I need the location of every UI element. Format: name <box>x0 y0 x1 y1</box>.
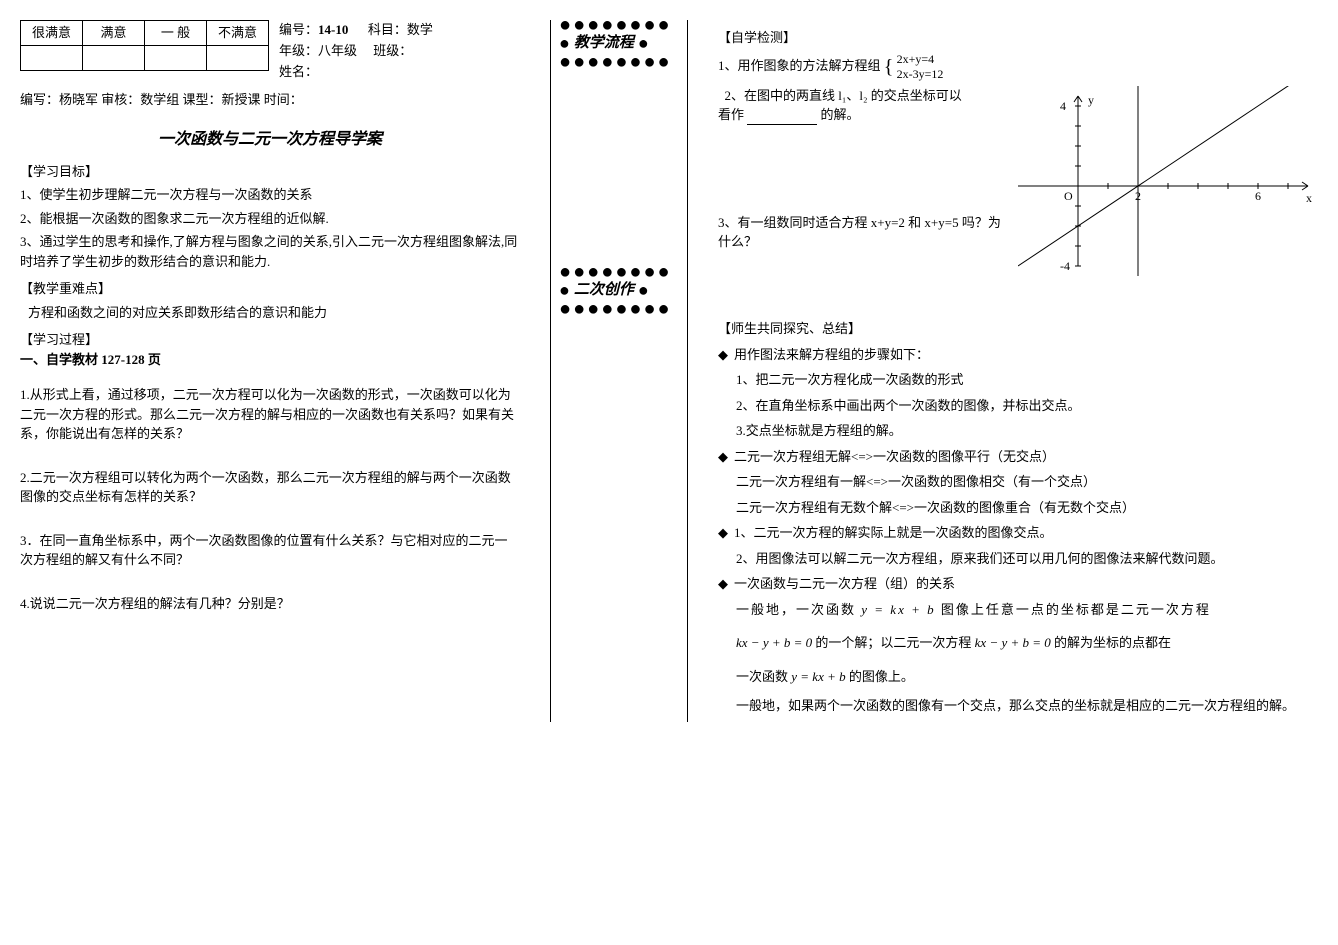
coordinate-chart: 264-4Oyx <box>1018 86 1318 282</box>
step-item: 1、把二元一次方程化成一次函数的形式 <box>718 370 1318 390</box>
check-item-1: 1、用作图象的方法解方程组 { 2x+y=4 2x-3y=12 <box>718 52 1318 82</box>
svg-text:6: 6 <box>1255 189 1261 203</box>
label: 编号： <box>279 22 318 37</box>
text: 1、用作图象的方法解方程组 <box>718 57 881 72</box>
relation-item: 二元一次方程组有无数个解<=>一次函数的图像重合（有无数个交点） <box>718 498 1318 518</box>
equation: y = kx + b <box>861 602 935 617</box>
equation: 2x+y=4 <box>897 52 935 66</box>
subsection-head: 一、自学教材 127-128 页 <box>20 350 520 370</box>
section-head: 自学检测 <box>718 30 796 45</box>
text: 图像上任意一点的坐标都是二元一次方程 <box>941 602 1211 617</box>
text: 一般地，一次函数 <box>736 602 856 617</box>
label: 年级： <box>279 43 318 58</box>
section-head: 教学重难点 <box>20 281 111 296</box>
question-item: 4.说说二元一次方程组的解法有几种？分别是？ <box>20 594 520 614</box>
relation-item: 二元一次方程组有一解<=>一次函数的图像相交（有一个交点） <box>718 472 1318 492</box>
label: 科目： <box>368 22 407 37</box>
summary-item: 1、二元一次方程的解实际上就是一次函数的图像交点。 <box>718 523 1318 543</box>
summary-para: kx − y + b = 0 的一个解；以二元一次方程 kx − y + b =… <box>718 633 1318 653</box>
table-row: 很满意 满意 一 般 不满意 <box>21 21 269 46</box>
step-intro: 用作图法来解方程组的步骤如下： <box>718 345 1318 365</box>
value: 数学 <box>407 22 433 37</box>
section-selfcheck: 自学检测 1、用作图象的方法解方程组 { 2x+y=4 2x-3y=12 264… <box>718 28 1318 252</box>
dot-border: ●●●●●●●● <box>559 267 679 277</box>
text: 2、在图中的两直线 l₁、l₂ 的交点坐标可以 <box>725 88 962 103</box>
question-item: 1.从形式上看，通过移项，二元一次方程可以化为一次函数的形式，一次函数可以化为二… <box>20 385 520 444</box>
rating-cell[interactable] <box>145 46 207 71</box>
summary-item: 2、用图像法可以解二元一次方程组，原来我们还可以用几何的图像法来解代数问题。 <box>718 549 1318 569</box>
section-label-block: ●●●●●●●● ● 二次创作 ● ●●●●●●●● <box>559 267 679 314</box>
right-column: 自学检测 1、用作图象的方法解方程组 { 2x+y=4 2x-3y=12 264… <box>718 20 1318 722</box>
rating-header: 不满意 <box>207 21 269 46</box>
svg-text:y: y <box>1088 93 1094 107</box>
summary-para: 一次函数 y = kx + b 的图像上。 <box>718 667 1318 687</box>
rating-cell[interactable] <box>207 46 269 71</box>
dot-border: ●●●●●●●● <box>559 20 679 30</box>
label: 姓名： <box>279 64 318 79</box>
equation: kx − y + b = 0 <box>736 635 812 650</box>
section-learning-objectives: 学习目标 1、使学生初步理解二元一次方程与一次函数的关系 2、能根据一次函数的图… <box>20 162 520 272</box>
value: 14-10 <box>318 22 348 37</box>
dot-border: ●●●●●●●● <box>559 57 679 67</box>
equation-system: 2x+y=4 2x-3y=12 <box>897 52 944 81</box>
dot-border: ●●●●●●●● <box>559 304 679 314</box>
text: 一次函数 <box>736 669 788 684</box>
equation: 2x-3y=12 <box>897 67 944 81</box>
section-difficulties: 教学重难点 方程和函数之间的对应关系即数形结合的意识和能力 <box>20 279 520 322</box>
summary-para: 一般地，一次函数 y = kx + b 图像上任意一点的坐标都是二元一次方程 <box>718 600 1318 620</box>
text: 的解。 <box>821 107 860 122</box>
section-head: 学习目标 <box>20 164 98 179</box>
label: 班级： <box>373 43 412 58</box>
question-item: 2.二元一次方程组可以转化为两个一次函数，那么二元一次方程组的解与两个一次函数图… <box>20 468 520 507</box>
rating-header: 一 般 <box>145 21 207 46</box>
blank-input[interactable] <box>747 110 817 125</box>
page-title: 一次函数与二元一次方程导学案 <box>20 128 520 152</box>
section-label-block: ●●●●●●●● ● 教学流程 ● ●●●●●●●● <box>559 20 679 67</box>
rating-table: 很满意 满意 一 般 不满意 <box>20 20 269 71</box>
relation-item: 二元一次方程组无解<=>一次函数的图像平行（无交点） <box>718 447 1318 467</box>
svg-text:4: 4 <box>1060 99 1066 113</box>
middle-column: ●●●●●●●● ● 教学流程 ● ●●●●●●●● ●●●●●●●● ● 二次… <box>550 20 688 722</box>
text: 看作 <box>718 107 744 122</box>
equation: y = kx + b <box>791 669 845 684</box>
section-head: 师生共同探究、总结 <box>718 321 861 336</box>
equation: kx − y + b = 0 <box>975 635 1051 650</box>
difficulty-text: 方程和函数之间的对应关系即数形结合的意识和能力 <box>20 303 520 323</box>
objective-item: 1、使学生初步理解二元一次方程与一次函数的关系 <box>20 185 520 205</box>
table-row <box>21 46 269 71</box>
step-item: 3.交点坐标就是方程组的解。 <box>718 421 1318 441</box>
value: 八年级 <box>318 43 357 58</box>
rating-cell[interactable] <box>83 46 145 71</box>
text: 的图像上。 <box>849 669 914 684</box>
text: 的解为坐标的点都在 <box>1054 635 1171 650</box>
objective-item: 2、能根据一次函数的图象求二元一次方程组的近似解. <box>20 209 520 229</box>
step-item: 2、在直角坐标系中画出两个一次函数的图像，并标出交点。 <box>718 396 1318 416</box>
rating-cell[interactable] <box>21 46 83 71</box>
meta-line-2: 编写：杨晓军 审核：数学组 课型：新授课 时间： <box>20 82 520 110</box>
summary-head: 一次函数与二元一次方程（组）的关系 <box>718 574 1318 594</box>
text: 的一个解；以二元一次方程 <box>815 635 971 650</box>
section-head: 学习过程 <box>20 332 98 347</box>
chart-svg: 264-4Oyx <box>1018 86 1318 276</box>
svg-text:O: O <box>1064 189 1073 203</box>
section-process: 学习过程 一、自学教材 127-128 页 1.从形式上看，通过移项，二元一次方… <box>20 330 520 613</box>
svg-text:x: x <box>1306 191 1312 205</box>
rating-header: 满意 <box>83 21 145 46</box>
question-item: 3．在同一直角坐标系中，两个一次函数图像的位置有什么关系？与它相对应的二元一次方… <box>20 531 520 570</box>
brace-icon: { <box>884 56 894 78</box>
summary-para: 一般地，如果两个一次函数的图像有一个交点，那么交点的坐标就是相应的二元一次方程组… <box>718 696 1318 716</box>
rating-header: 很满意 <box>21 21 83 46</box>
section-explore: 师生共同探究、总结 用作图法来解方程组的步骤如下： 1、把二元一次方程化成一次函… <box>718 319 1318 716</box>
left-column: 很满意 满意 一 般 不满意 编号：14-10 科目：数学 年级：八年级 <box>20 20 520 722</box>
svg-text:-4: -4 <box>1060 259 1070 273</box>
objective-item: 3、通过学生的思考和操作,了解方程与图象之间的关系,引入二元一次方程组图象解法,… <box>20 232 520 271</box>
